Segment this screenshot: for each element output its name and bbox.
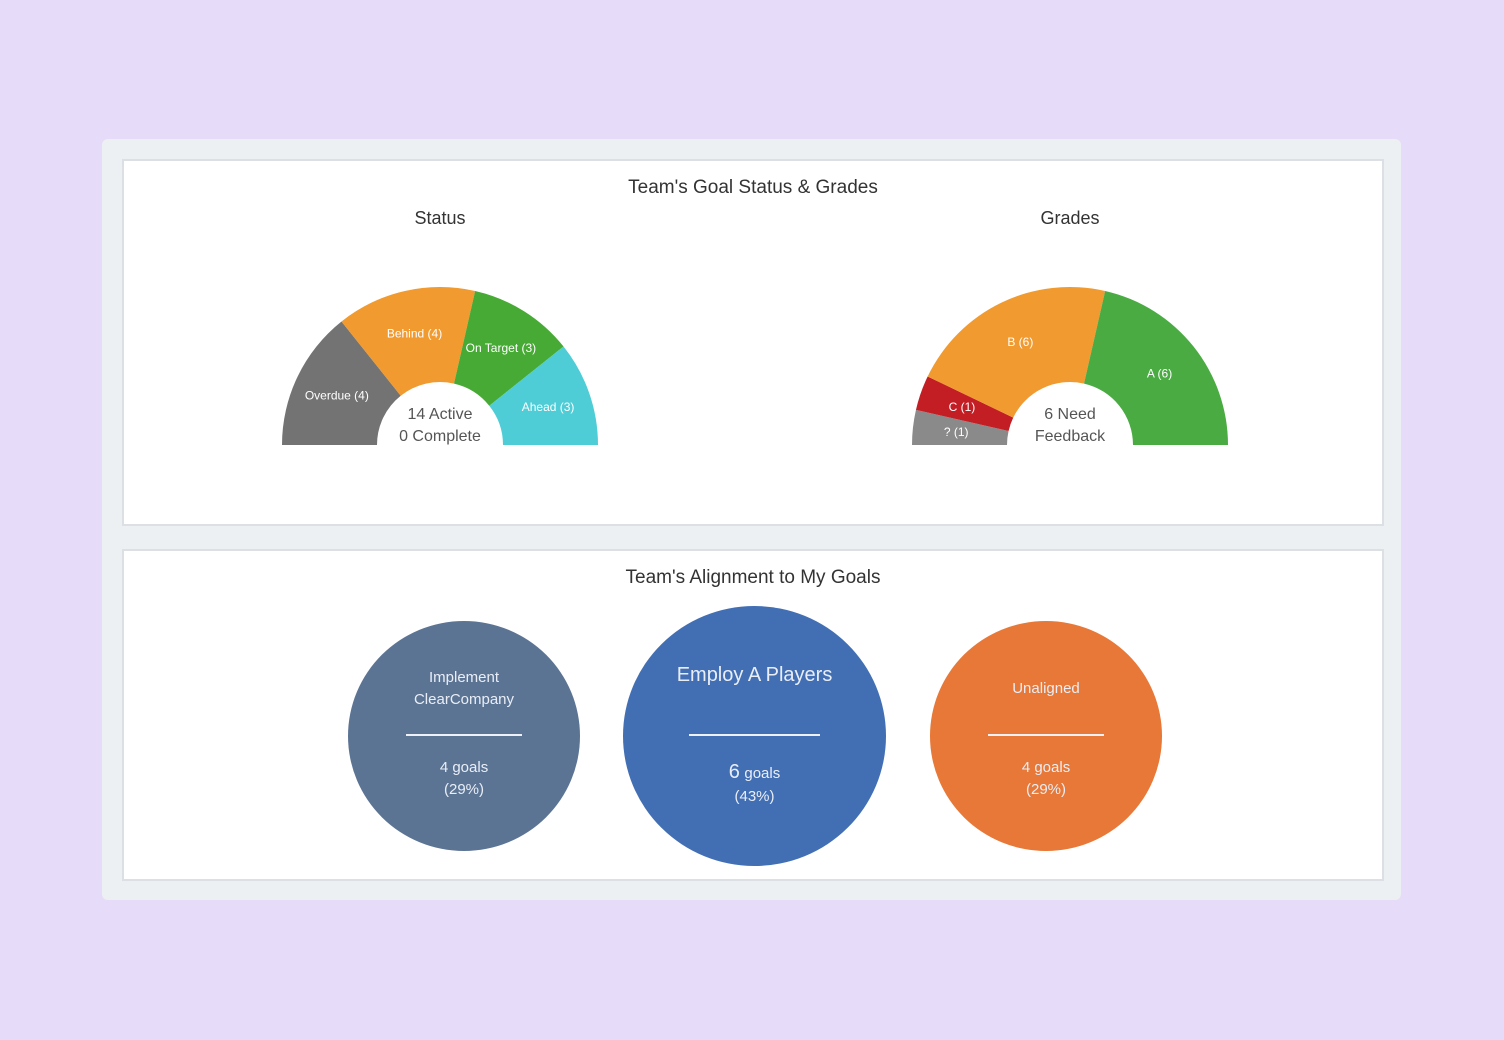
alignment-title: Team's Alignment to My Goals xyxy=(625,567,881,588)
bubble-label: Unaligned xyxy=(1012,680,1080,697)
bubble-count-number: 4 xyxy=(1021,759,1031,776)
grades-slice-label-1: C (1) xyxy=(949,400,976,414)
status-gauge-chart: Overdue (4) Behind (4) On Target (3) Ahead … xyxy=(282,287,598,445)
status-slice-label-3: Ahead (3) xyxy=(522,400,575,414)
bubble-percent: (43%) xyxy=(734,788,775,805)
status-slice-3[interactable] xyxy=(489,346,598,445)
grades-center-text-1: Feedback xyxy=(1035,428,1106,445)
goal-status-title: Team's Goal Status & Grades xyxy=(628,177,878,198)
bubble-count-number: 4 xyxy=(439,759,449,776)
grades-gauge-chart: ? (1) C (1) B (6) A (6) 6 Need Feedback xyxy=(912,287,1228,445)
bubble-goal-count: 4 goals xyxy=(348,759,580,776)
grades-slice-label-0: ? (1) xyxy=(944,425,969,439)
alignment-panel: Team's Alignment to My Goals Implement C… xyxy=(122,549,1384,881)
grades-slice-label-2: B (6) xyxy=(1007,335,1033,349)
status-slice-label-2: On Target (3) xyxy=(466,341,536,355)
status-slice-label-0: Overdue (4) xyxy=(305,388,369,402)
alignment-bubble-unaligned[interactable]: Unaligned 4 goals (29%) xyxy=(930,621,1162,851)
goal-status-panel: Team's Goal Status & Grades Status Grade… xyxy=(122,159,1384,526)
grades-slice-2[interactable] xyxy=(927,287,1106,418)
bubble-count-number: 6 xyxy=(728,761,740,783)
status-slice-1[interactable] xyxy=(341,287,476,396)
grades-slice-3[interactable] xyxy=(1084,290,1228,445)
bubble-percent: (29%) xyxy=(1025,781,1066,798)
bubble-count-unit: goals xyxy=(744,765,781,782)
bubble-label: Implement ClearCompany xyxy=(413,669,515,708)
bubble-goal-count: 4 goals xyxy=(930,759,1162,776)
dashboard-container: Team's Goal Status & Grades Status Grade… xyxy=(102,139,1401,900)
bubble-label: Employ A Players xyxy=(676,664,833,686)
bubble-divider xyxy=(988,734,1104,736)
status-slice-0[interactable] xyxy=(282,321,401,445)
grades-chart-title: Grades xyxy=(1040,208,1100,228)
bubble-percent: (29%) xyxy=(443,781,484,798)
grades-center-text-0: 6 Need xyxy=(1044,406,1096,423)
bubble-count-unit: goals xyxy=(452,759,489,776)
status-slice-label-1: Behind (4) xyxy=(387,326,442,340)
grades-slice-label-3: A (6) xyxy=(1147,367,1172,381)
status-center-text-0: 14 Active xyxy=(408,406,473,423)
bubble-count-unit: goals xyxy=(1034,759,1071,776)
bubble-goal-count: 6 goals xyxy=(623,761,886,784)
alignment-bubble-implement[interactable]: Implement ClearCompany 4 goals (29%) xyxy=(348,621,580,851)
bubble-divider xyxy=(406,734,522,736)
status-center-text-1: 0 Complete xyxy=(399,428,481,445)
alignment-bubble-employ[interactable]: Employ A Players 6 goals (43%) xyxy=(623,606,886,866)
status-slice-2[interactable] xyxy=(454,290,564,406)
grades-slice-1[interactable] xyxy=(915,376,1014,431)
grades-slice-0[interactable] xyxy=(912,409,1009,445)
status-chart-title: Status xyxy=(414,208,466,228)
bubble-divider xyxy=(689,734,820,736)
